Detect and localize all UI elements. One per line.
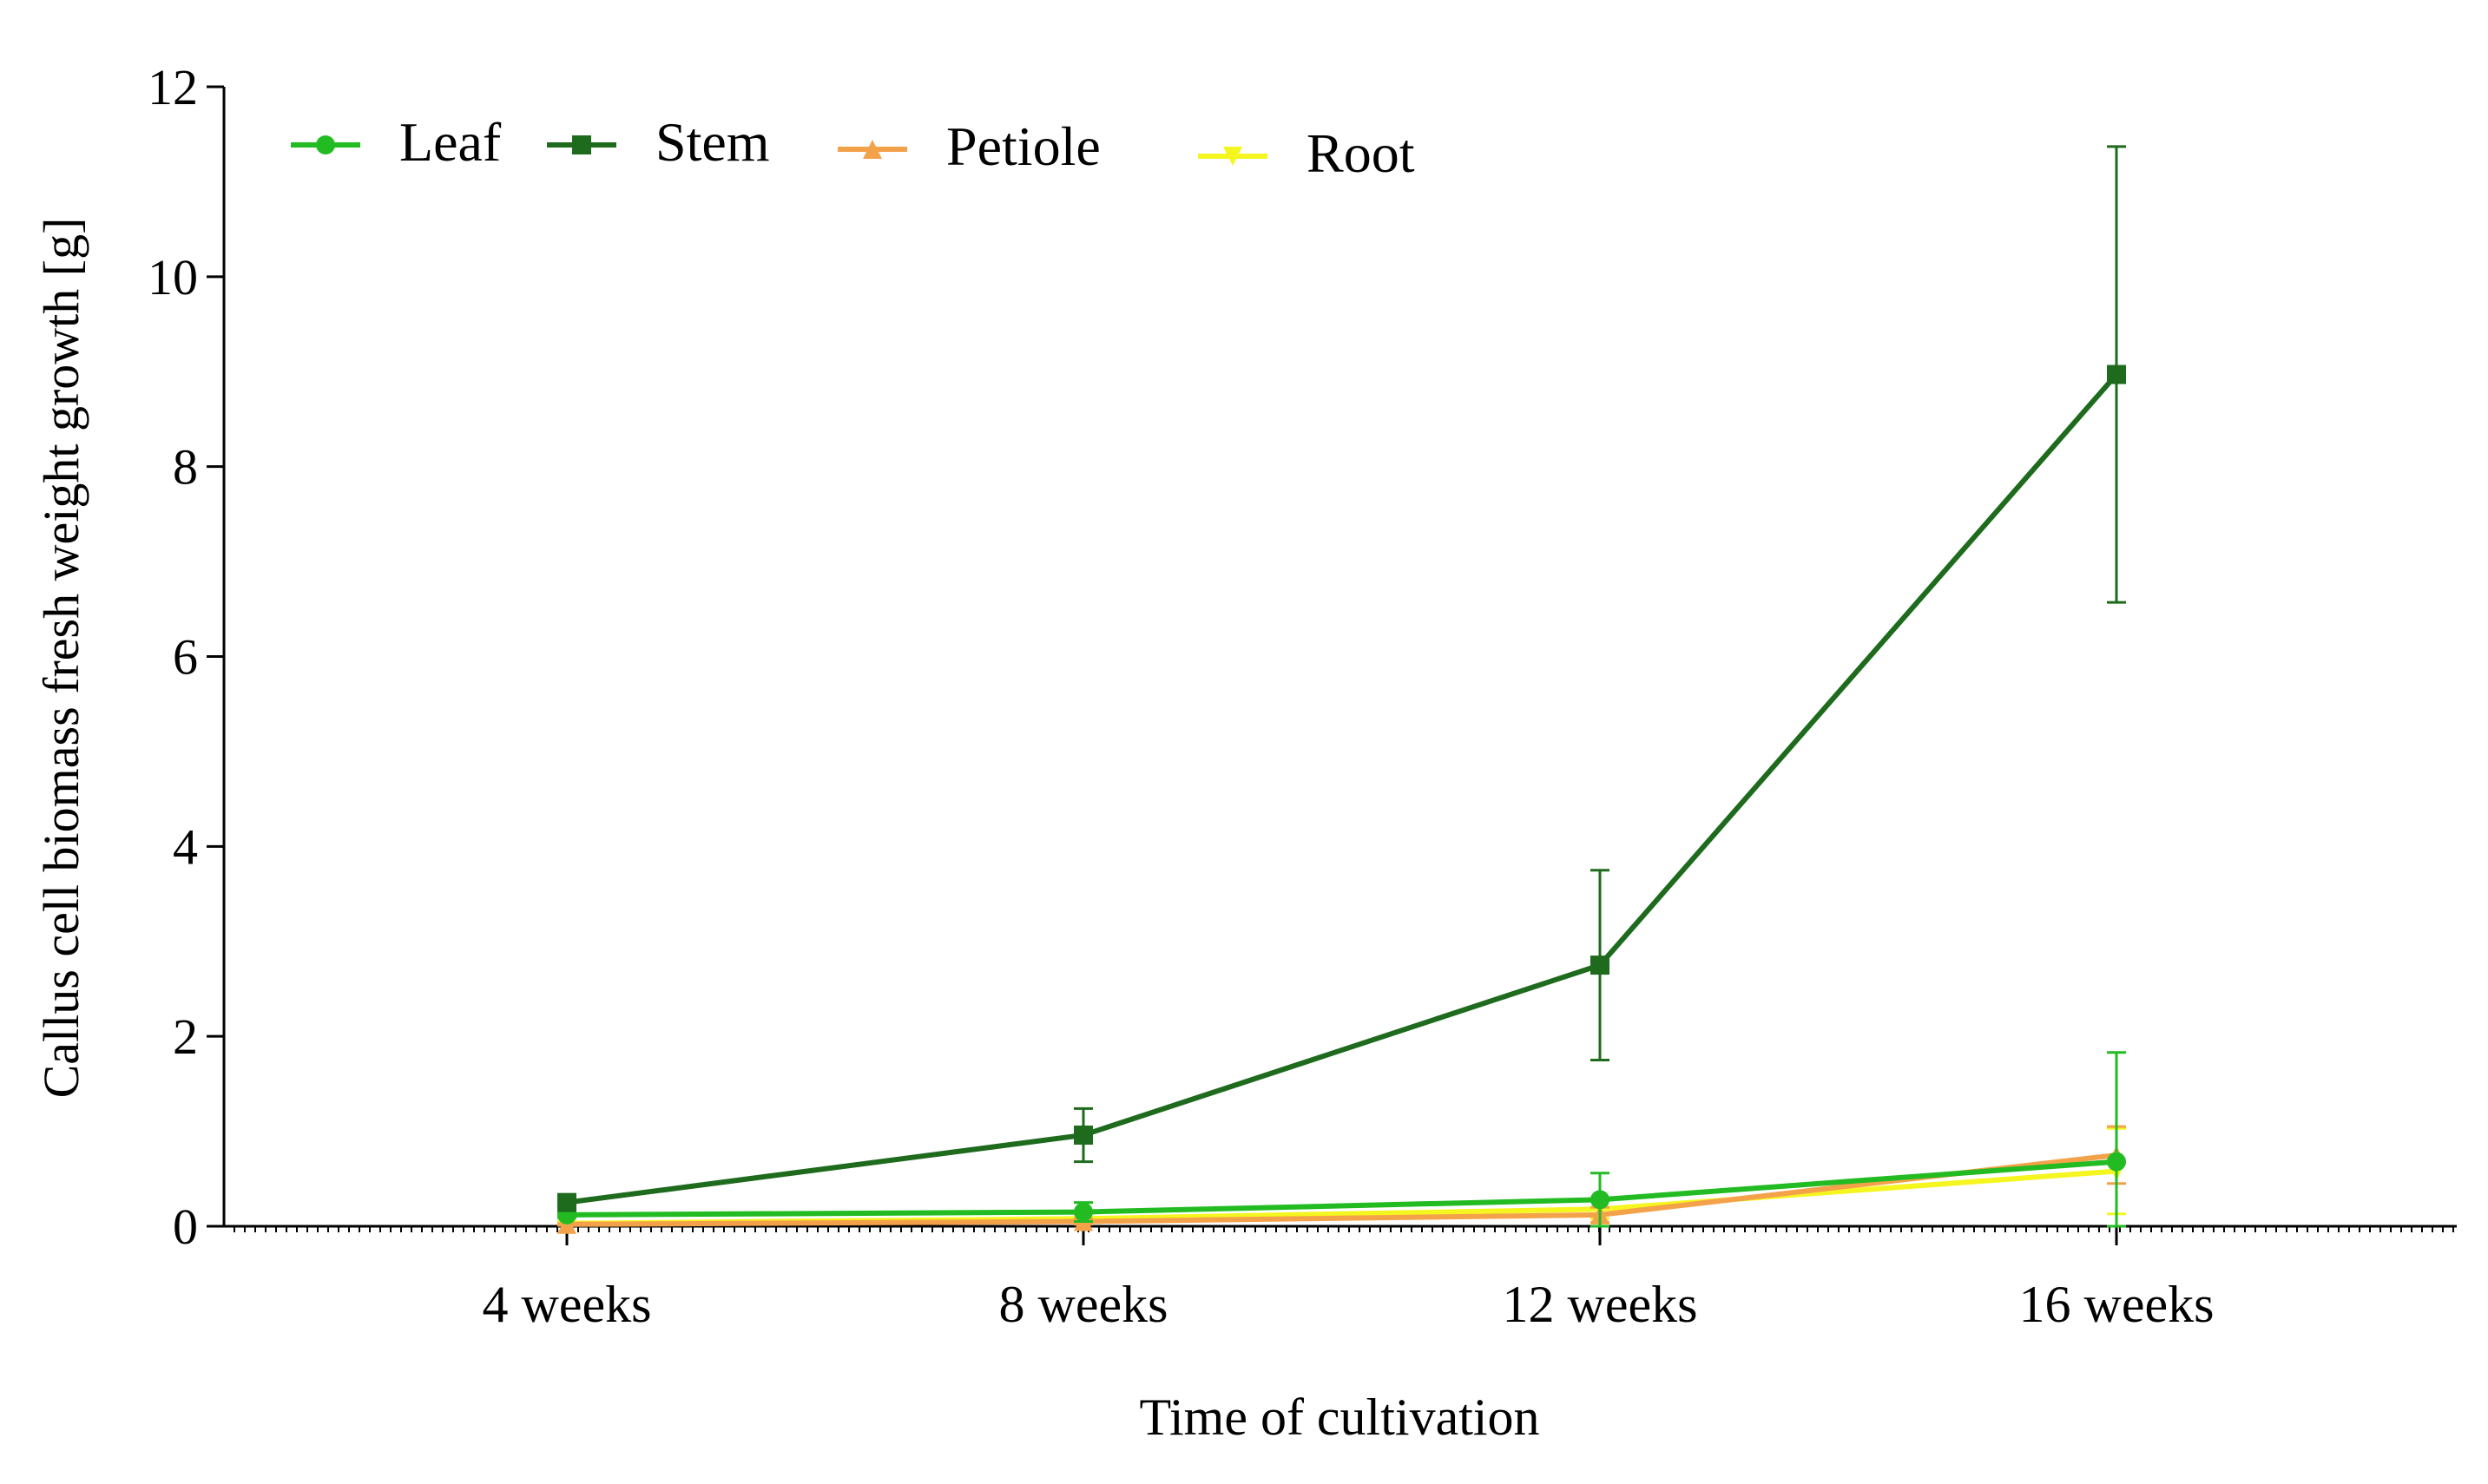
y-tick-label: 2 <box>173 1008 198 1065</box>
legend-item-petiole: Petiole <box>838 115 1101 177</box>
series <box>557 145 2126 1234</box>
legend-marker <box>1223 147 1242 166</box>
y-tick-label: 4 <box>173 818 198 875</box>
y-tick-label: 8 <box>173 439 198 496</box>
x-tick-label: 4 weeks <box>483 1276 652 1333</box>
legend-label: Leaf <box>399 111 502 173</box>
legend-label: Stem <box>655 111 770 173</box>
x-tick-label: 8 weeks <box>999 1276 1168 1333</box>
series-leaf <box>557 1051 2126 1228</box>
legend-item-stem: Stem <box>547 111 770 173</box>
legend-item-leaf: Leaf <box>291 111 502 173</box>
x-axis-label: Time of cultivation <box>1139 1389 1539 1446</box>
x-tick-label: 12 weeks <box>1503 1276 1698 1333</box>
y-axis-ticks: 0 2 4 6 8 10 12 <box>148 59 224 1255</box>
legend-label: Root <box>1307 122 1415 184</box>
x-tick-label: 16 weeks <box>2019 1276 2215 1333</box>
series-line-petiole <box>566 1152 2117 1227</box>
axes <box>222 87 2457 1228</box>
legend: Leaf Stem Petiole Root <box>291 111 1415 184</box>
y-tick-label: 12 <box>148 59 198 115</box>
legend-marker <box>863 140 882 159</box>
series-line-leaf <box>566 1159 2117 1218</box>
data-point-leaf <box>1074 1202 1093 1222</box>
legend-item-root: Root <box>1198 122 1415 184</box>
series-stem <box>557 145 2126 1212</box>
data-point-leaf <box>1590 1190 1609 1210</box>
y-tick-label: 0 <box>173 1198 198 1255</box>
series-line-stem <box>566 372 2119 1205</box>
data-point-leaf <box>2107 1152 2126 1172</box>
x-axis-ticks: 4 weeks 8 weeks 12 weeks 16 weeks <box>483 1226 2215 1333</box>
legend-marker <box>572 135 591 154</box>
legend-marker <box>316 135 335 154</box>
legend-label: Petiole <box>946 115 1101 177</box>
data-point-stem <box>2107 364 2126 384</box>
data-point-stem <box>557 1192 576 1212</box>
y-tick-label: 6 <box>173 629 198 686</box>
data-point-stem <box>1590 955 1609 975</box>
data-point-stem <box>1074 1125 1093 1145</box>
y-axis-label: Callus cell biomass fresh weight growth … <box>33 218 89 1099</box>
y-tick-label: 10 <box>148 249 198 305</box>
x-axis-minor-ticks <box>234 1226 2454 1232</box>
